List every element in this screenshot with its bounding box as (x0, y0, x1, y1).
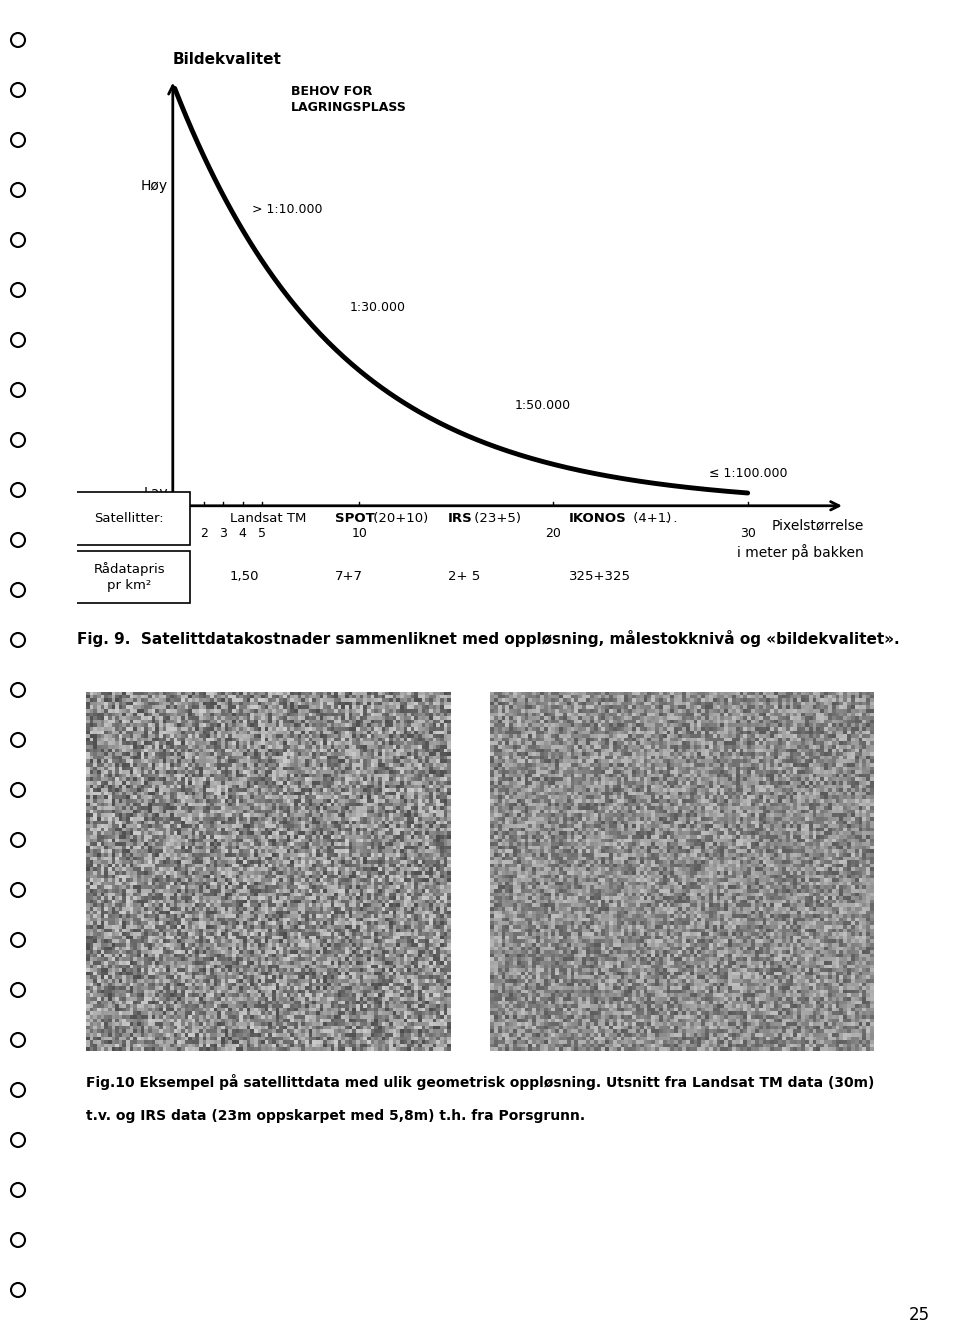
Text: 1,50: 1,50 (230, 571, 259, 583)
Text: IRS: IRS (447, 511, 472, 524)
Text: Landsat TM: Landsat TM (230, 511, 306, 524)
Text: 0,5: 0,5 (165, 527, 184, 540)
Text: 2: 2 (200, 527, 207, 540)
Text: 3: 3 (219, 527, 228, 540)
Text: Fig. 9.  Satelittdatakostnader sammenliknet med oppløsning, målestokknivå og «bi: Fig. 9. Satelittdatakostnader sammenlikn… (77, 631, 900, 647)
Text: Pixelstørrelse: Pixelstørrelse (772, 519, 864, 532)
Text: 1: 1 (180, 527, 188, 540)
Text: 5: 5 (258, 527, 266, 540)
Text: (20+10): (20+10) (369, 511, 428, 524)
Text: SPOT: SPOT (335, 511, 374, 524)
Text: BEHOV FOR
LAGRINGSPLASS: BEHOV FOR LAGRINGSPLASS (291, 85, 407, 114)
Text: t.v. og IRS data (23m oppskarpet med 5,8m) t.h. fra Porsgrunn.: t.v. og IRS data (23m oppskarpet med 5,8… (86, 1109, 586, 1123)
Text: i meter på bakken: i meter på bakken (737, 544, 864, 560)
Text: ≤ 1:100.000: ≤ 1:100.000 (708, 467, 787, 480)
Text: (23+5): (23+5) (470, 511, 521, 524)
Text: IKONOS: IKONOS (568, 511, 627, 524)
FancyBboxPatch shape (69, 551, 190, 603)
Text: Bildekvalitet: Bildekvalitet (173, 52, 281, 67)
Text: 10: 10 (351, 527, 367, 540)
Text: 7+7: 7+7 (335, 571, 363, 583)
Text: Rådatapris
pr km²: Rådatapris pr km² (93, 562, 165, 592)
Text: 20: 20 (545, 527, 562, 540)
FancyBboxPatch shape (69, 491, 190, 544)
Text: Satellitter:: Satellitter: (94, 511, 164, 524)
Text: > 1:10.000: > 1:10.000 (252, 204, 323, 216)
Text: 325+325: 325+325 (568, 571, 631, 583)
Text: 1:30.000: 1:30.000 (349, 301, 405, 314)
Text: Lav: Lav (143, 486, 168, 500)
Text: 4: 4 (239, 527, 247, 540)
Text: Fig.10 Eksempel på satellittdata med ulik geometrisk oppløsning. Utsnitt fra Lan: Fig.10 Eksempel på satellittdata med uli… (86, 1074, 875, 1090)
Text: 2+ 5: 2+ 5 (447, 571, 480, 583)
Text: (4+1): (4+1) (629, 511, 672, 524)
Text: 25: 25 (909, 1306, 930, 1324)
Text: 1:50.000: 1:50.000 (515, 399, 571, 413)
Text: 30: 30 (740, 527, 756, 540)
Text: Høy: Høy (141, 180, 168, 193)
Text: . .: . . (665, 511, 678, 524)
